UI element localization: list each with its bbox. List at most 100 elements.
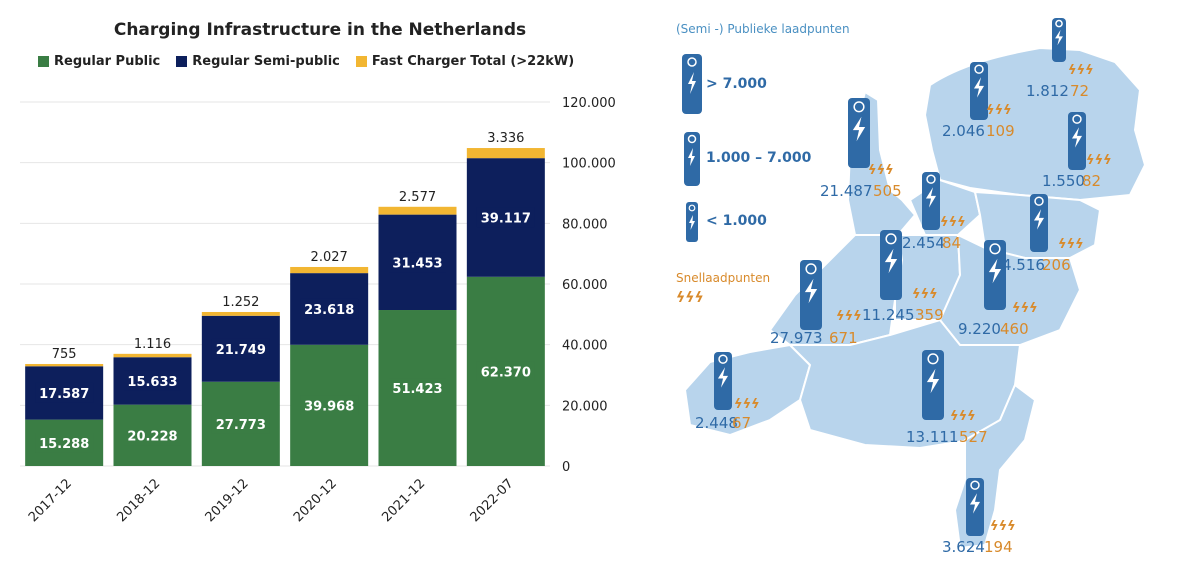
fast-charger-icon: ϟϟϟ	[1058, 237, 1084, 252]
bolt-icon	[689, 215, 695, 230]
data-label: 1.252	[222, 295, 259, 310]
legend-label-fast: Fast Charger Total (>22kW)	[371, 54, 575, 69]
bar-chart-panel: Charging Infrastructure in the Netherlan…	[20, 20, 616, 525]
data-label-box	[211, 338, 270, 359]
y-tick-label: 120.000	[562, 96, 616, 111]
fast-chargers-label: 359	[915, 306, 944, 324]
charge-points-label: 27.973	[770, 329, 823, 347]
fast-charger-icon: ϟϟϟ	[734, 397, 760, 412]
legend-swatch-fast	[355, 56, 367, 67]
fast-chargers-label: 505	[873, 182, 902, 200]
x-tick-label: 2022-07	[468, 476, 517, 525]
fast-chargers-label: 72	[1070, 82, 1089, 100]
map-province-gelderland	[939, 234, 1081, 346]
charger-icon-large-ring	[687, 57, 697, 67]
data-label-box	[300, 395, 359, 416]
x-tick-label: 2020-12	[291, 476, 340, 525]
charge-points-label: 21.487	[820, 182, 873, 200]
fast-charger-icon: ϟϟϟ	[990, 519, 1016, 534]
x-tick-label: 2019-12	[203, 476, 252, 525]
charge-points-label: 3.624	[942, 538, 985, 556]
legend-label-public: Regular Public	[54, 54, 161, 69]
bolt-icon	[717, 367, 729, 388]
x-tick-label: 2018-12	[114, 476, 163, 525]
legend-item-fast: Fast Charger Total (>22kW)	[355, 54, 575, 69]
data-label-box	[123, 425, 182, 446]
charge-points-label: 11.245	[862, 306, 915, 324]
data-label: 31.453	[392, 256, 442, 271]
charger-icon-medium-ring	[687, 134, 697, 144]
charge-points-label: 2.046	[942, 122, 985, 140]
legend-item-semi-public: Regular Semi-public	[176, 54, 340, 69]
charge-points-label: 1.812	[1026, 82, 1069, 100]
data-label: 51.423	[392, 382, 442, 397]
data-label: 1.116	[134, 337, 171, 352]
bar-segment	[378, 206, 457, 215]
chart-title: Charging Infrastructure in the Netherlan…	[113, 20, 527, 40]
data-label: 2.577	[399, 190, 436, 205]
region-marker-zuid-holland: ϟϟϟ 27.973 671	[770, 260, 862, 347]
data-label: 62.370	[481, 365, 531, 380]
charger-icon-ring	[974, 64, 984, 74]
charge-points-label: 9.220	[958, 320, 1001, 338]
data-label: 3.336	[487, 131, 524, 146]
map-legend-fast-icon: ϟϟϟ	[676, 290, 704, 306]
data-label-box	[300, 298, 359, 319]
data-label: 39.968	[304, 399, 354, 414]
fast-chargers-label: 194	[984, 538, 1013, 556]
charger-icon-ring	[989, 243, 1001, 255]
map-panel: (Semi -) Publieke laadpunten > 7.000 1.0…	[640, 0, 1200, 571]
bar-segment	[290, 266, 369, 274]
region-marker-utrecht: ϟϟϟ 11.245 359	[862, 230, 944, 324]
region-marker-gelderland: ϟϟϟ 9.220 460	[958, 240, 1038, 338]
data-label-box	[35, 432, 94, 453]
fast-chargers-label: 527	[959, 428, 988, 446]
netherlands-map: (Semi -) Publieke laadpunten > 7.000 1.0…	[676, 18, 1146, 556]
fast-charger-icon: ϟϟϟ	[912, 287, 938, 302]
bar-segment	[466, 148, 545, 159]
map-legend-tier-medium: 1.000 – 7.000	[684, 132, 812, 186]
charger-icon-ring	[927, 353, 939, 365]
bar-segment	[25, 363, 104, 367]
region-marker-limburg: ϟϟϟ 3.624 194	[942, 478, 1016, 556]
bolt-icon	[926, 368, 940, 394]
data-label-box	[476, 207, 535, 228]
charger-icon-ring	[1055, 19, 1063, 28]
fast-chargers-label: 84	[942, 234, 961, 252]
region-marker-groningen: ϟϟϟ 1.812 72	[1026, 18, 1094, 100]
map-legend-tier-medium-label: 1.000 – 7.000	[706, 150, 812, 166]
fast-charger-icon: ϟϟϟ	[940, 215, 966, 230]
charge-points-label: 1.550	[1042, 172, 1085, 190]
y-tick-label: 40.000	[562, 339, 608, 354]
data-label: 39.117	[481, 211, 531, 226]
bolt-icon	[852, 116, 866, 142]
data-label: 755	[52, 347, 77, 362]
map-legend-fast-label: Snellaadpunten	[676, 271, 770, 285]
fast-chargers-label: 460	[1000, 320, 1029, 338]
legend-swatch-semi-public	[176, 56, 188, 67]
fast-chargers-label: 82	[1082, 172, 1101, 190]
charger-icon-small-ring	[688, 204, 696, 212]
fast-charger-icon: ϟϟϟ	[1012, 301, 1038, 316]
bolt-icon	[925, 187, 937, 208]
charger-icon-ring	[718, 354, 728, 364]
charge-points-label: 2.448	[695, 414, 738, 432]
charger-icon-ring	[805, 263, 817, 275]
bar-chart-svg: 0 20.000 40.000 60.000 80.000 100.000 120.000 1…	[20, 96, 616, 525]
region-marker-noord-holland: ϟϟϟ 21.487 505	[820, 98, 902, 200]
fast-charger-icon: ϟϟϟ	[868, 163, 894, 178]
legend-item-public: Regular Public	[38, 54, 160, 69]
data-label-box	[388, 252, 447, 273]
bolt-icon	[969, 493, 981, 514]
data-label: 20.228	[127, 429, 177, 444]
charger-icon-ring	[926, 174, 936, 184]
data-label-box	[123, 370, 182, 391]
bolt-icon	[804, 278, 818, 304]
fast-chargers-label: 67	[732, 414, 751, 432]
fast-charger-icon: ϟϟϟ	[1086, 153, 1112, 168]
map-legend-tier-large: > 7.000	[682, 54, 767, 114]
charger-icon-ring	[970, 480, 980, 490]
